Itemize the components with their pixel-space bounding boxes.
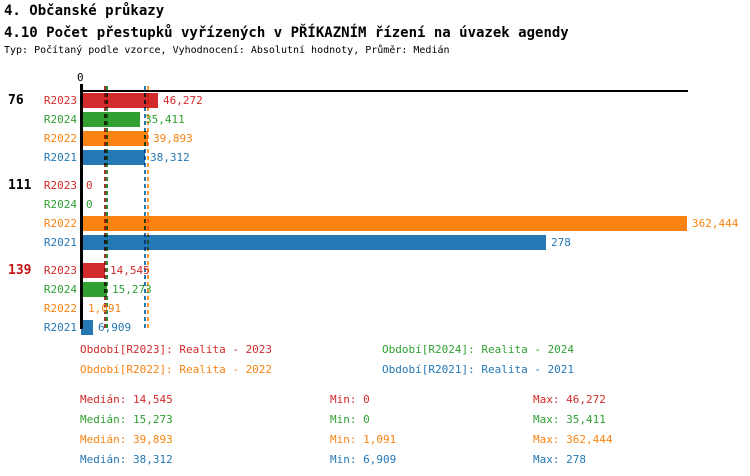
stat-min-r2024: Min: 0 — [330, 413, 370, 426]
bar-r2022 — [81, 216, 687, 231]
bar-r2021 — [81, 320, 93, 335]
bar-row-label: R2022 — [43, 217, 77, 230]
bar-r2023 — [81, 263, 105, 278]
axis-zero-label: 0 — [77, 71, 84, 84]
y-axis-line — [80, 84, 83, 329]
bar-r2024 — [81, 282, 107, 297]
bar-value-label: 15,273 — [112, 283, 152, 296]
legend-item-r2022: Období[R2022]: Realita - 2022 — [80, 363, 273, 376]
stat-median-r2021: Medián: 38,312 — [80, 453, 173, 466]
bar-value-label: 278 — [551, 236, 571, 249]
median-line-r2022 — [147, 86, 149, 329]
bar-row-label: R2021 — [43, 236, 77, 249]
legend-item-r2023: Období[R2023]: Realita - 2023 — [80, 343, 273, 356]
stat-min-r2023: Min: 0 — [330, 393, 370, 406]
stat-max-r2021: Max: 278 — [533, 453, 586, 466]
bar-value-label: 1,091 — [88, 302, 122, 315]
bar-row-label: R2024 — [43, 113, 77, 126]
bar-value-label: 38,312 — [150, 151, 190, 164]
bar-value-label: 0 — [86, 179, 93, 192]
report-subtitle: Typ: Počítaný podle vzorce, Vyhodnocení:… — [4, 45, 450, 56]
bar-r2021 — [81, 235, 546, 250]
stat-min-r2022: Min: 1,091 — [330, 433, 397, 446]
group-id-label: 139 — [8, 263, 32, 278]
bar-r2023 — [81, 93, 158, 108]
bar-value-label: 6,909 — [98, 321, 132, 334]
stat-median-r2023: Medián: 14,545 — [80, 393, 173, 406]
stat-max-r2024: Max: 35,411 — [533, 413, 606, 426]
bar-r2021 — [81, 150, 145, 165]
stat-max-r2022: Max: 362,444 — [533, 433, 613, 446]
legend-item-r2024: Období[R2024]: Realita - 2024 — [382, 343, 575, 356]
report-title-line1: 4. Občanské průkazy — [4, 3, 165, 19]
report-title-line2: 4.10 Počet přestupků vyřízených v PŘÍKAZ… — [4, 25, 569, 41]
bar-value-label: 362,444 — [692, 217, 739, 230]
stat-median-r2022: Medián: 39,893 — [80, 433, 173, 446]
bar-row-label: R2024 — [43, 198, 77, 211]
bar-row-label: R2024 — [43, 283, 77, 296]
bar-row-label: R2021 — [43, 151, 77, 164]
median-line-r2023 — [104, 86, 106, 329]
bar-row-label: R2023 — [43, 94, 77, 107]
group-id-label: 111 — [8, 178, 32, 193]
legend-item-r2021: Období[R2021]: Realita - 2021 — [382, 363, 575, 376]
bar-r2022 — [81, 131, 148, 146]
bar-value-label: 46,272 — [163, 94, 203, 107]
median-line-r2021 — [144, 86, 146, 329]
group-id-label: 76 — [8, 93, 24, 108]
bar-value-label: 14,545 — [110, 264, 150, 277]
bar-r2024 — [81, 112, 140, 127]
stat-median-r2024: Medián: 15,273 — [80, 413, 173, 426]
bar-row-label: R2022 — [43, 302, 77, 315]
bar-row-label: R2022 — [43, 132, 77, 145]
median-line-r2024 — [106, 86, 108, 329]
stat-min-r2021: Min: 6,909 — [330, 453, 397, 466]
bar-value-label: 39,893 — [153, 132, 193, 145]
bar-value-label: 0 — [86, 198, 93, 211]
stat-max-r2023: Max: 46,272 — [533, 393, 606, 406]
x-axis-top-line — [80, 90, 688, 92]
bar-row-label: R2023 — [43, 264, 77, 277]
bar-row-label: R2023 — [43, 179, 77, 192]
bar-value-label: 35,411 — [145, 113, 185, 126]
bar-row-label: R2021 — [43, 321, 77, 334]
